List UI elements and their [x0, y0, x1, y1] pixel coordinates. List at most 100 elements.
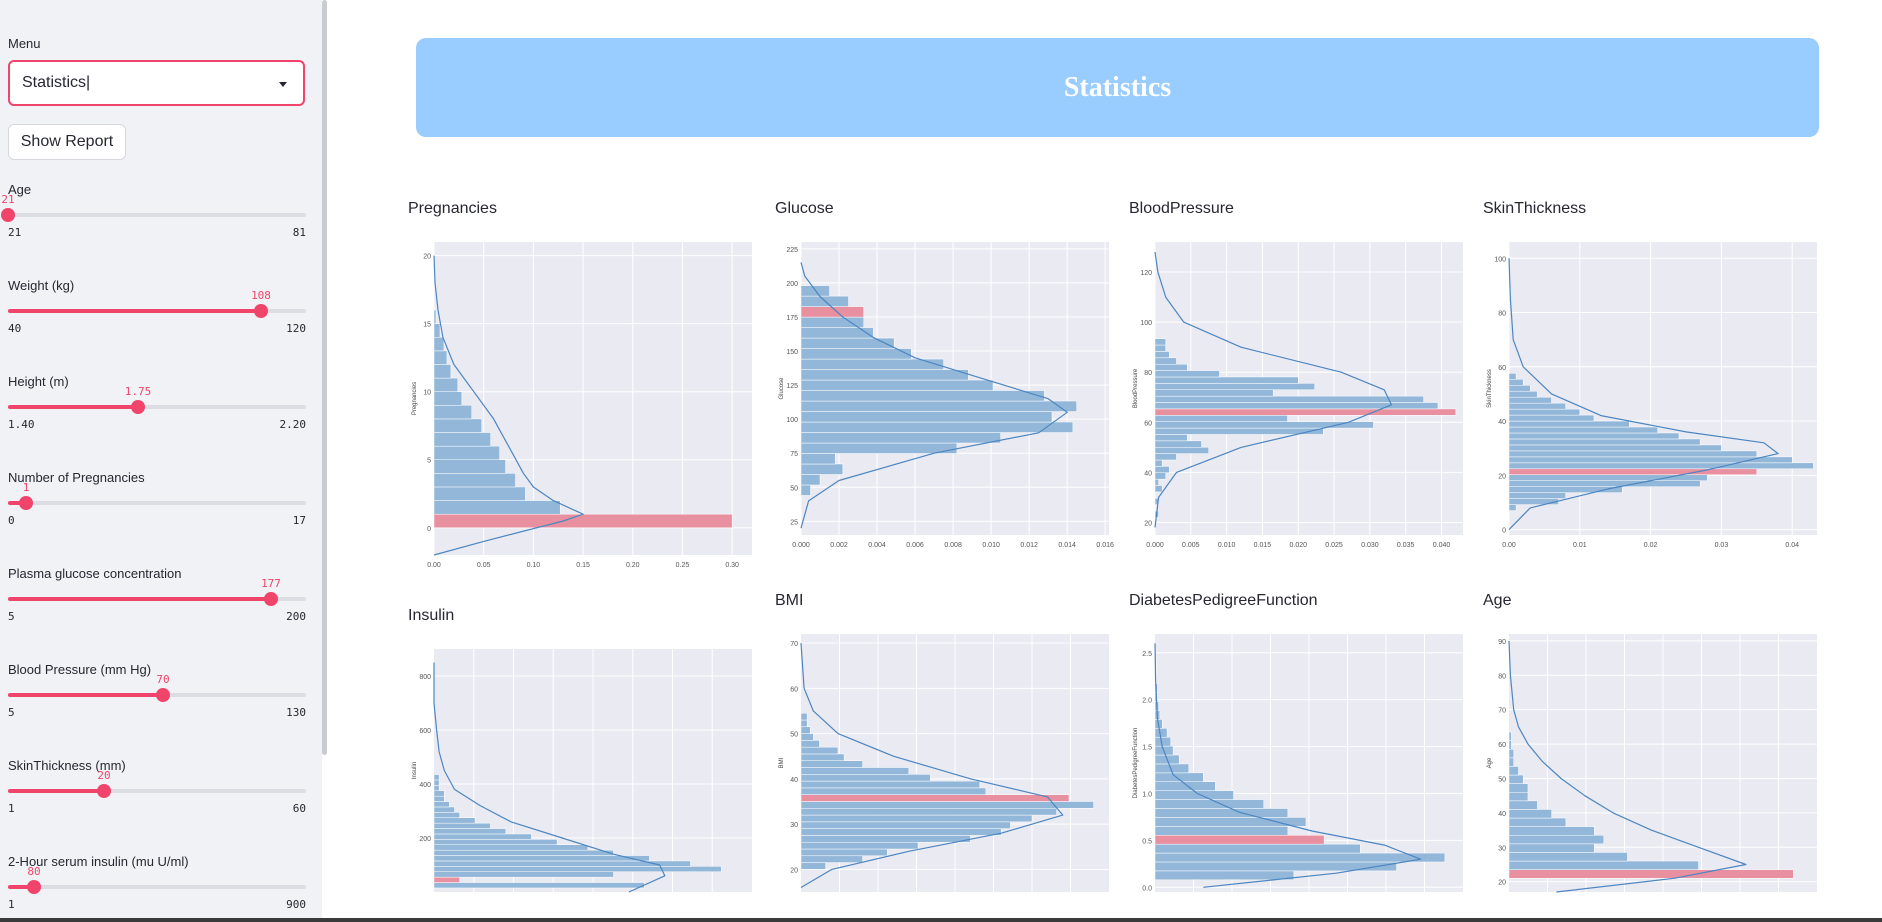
- slider-track[interactable]: 1: [8, 481, 306, 510]
- slider-thumb[interactable]: [131, 400, 145, 414]
- slider-track[interactable]: 21: [1, 193, 306, 222]
- histogram-bar: [433, 871, 614, 878]
- histogram-bar: [433, 790, 445, 797]
- slider-4: Plasma glucose concentration 177 5 200: [8, 566, 306, 636]
- histogram-bar: [1508, 504, 1517, 511]
- histogram-bar: [1508, 783, 1529, 793]
- chart-svg: 20 40 60 80 100 120 0.000 0.005 0.010 0.015 0.020 0…: [1133, 242, 1463, 549]
- sidebar: Menu Statistics| Show Report Age 21 21 81 We…: [0, 0, 322, 922]
- chart-svg: 20 30 40 50 60 70 80 90 Age: [1487, 634, 1817, 893]
- menu-select[interactable]: Statistics|: [8, 60, 305, 106]
- slider-fill: [8, 693, 163, 697]
- y-tick-label: 0: [1502, 528, 1506, 535]
- histogram-bar: [800, 348, 912, 360]
- histogram-bar: [800, 463, 844, 475]
- histogram-bar: [1508, 390, 1538, 398]
- slider-fill: [8, 885, 34, 889]
- menu-label: Menu: [8, 36, 41, 51]
- slider-thumb[interactable]: [254, 304, 268, 318]
- histogram-bar: [1154, 826, 1289, 836]
- slider-max: 2.20: [279, 418, 307, 431]
- histogram-bar: [800, 841, 919, 850]
- slider-track[interactable]: 1.75: [8, 385, 306, 414]
- x-tick-label: 0.20: [626, 562, 640, 569]
- histogram-bar: [1154, 395, 1424, 403]
- sidebar-scrollbar[interactable]: [322, 0, 327, 755]
- histogram-bar: [1154, 453, 1177, 461]
- chart-Insulin: 200 400 600 800 Insulin: [408, 647, 758, 922]
- slider-value: 70: [156, 673, 170, 686]
- slider-value: 1.75: [124, 385, 152, 398]
- histogram-bar: [433, 812, 460, 819]
- slider-label: Age: [8, 182, 32, 197]
- menu-select-value: Statistics|: [22, 74, 91, 91]
- histogram-bar: [433, 785, 440, 792]
- slider-label: 2-Hour serum insulin (mu U/ml): [8, 854, 189, 869]
- y-tick-label: 40: [1498, 811, 1506, 818]
- slider-thumb[interactable]: [264, 592, 278, 606]
- y-tick-label: 225: [786, 247, 798, 254]
- y-tick-label: 200: [419, 836, 431, 843]
- y-tick-label: 20: [790, 867, 798, 874]
- chevron-down-icon[interactable]: [279, 82, 287, 87]
- y-tick-label: 70: [790, 641, 798, 648]
- slider-track[interactable]: 177: [8, 577, 306, 606]
- y-tick-label: 40: [790, 777, 798, 784]
- slider-thumb[interactable]: [97, 784, 111, 798]
- slider-thumb[interactable]: [156, 688, 170, 702]
- y-tick-label: 50: [790, 485, 798, 492]
- histogram-bar: [1154, 772, 1204, 783]
- show-report-button[interactable]: Show Report: [8, 124, 126, 160]
- highlight-bar: [433, 513, 733, 529]
- histogram-bar: [800, 442, 958, 454]
- y-tick-label: 1.5: [1142, 745, 1152, 752]
- slider-thumb[interactable]: [19, 496, 33, 510]
- chart-DiabetesPedigreeFunction: 0.0 0.5 1.0 1.5 2.0 2.5 DiabetesPedigreeFuncti…: [1129, 632, 1469, 922]
- slider-2: Height (m) 1.75 1.40 2.20: [8, 374, 306, 444]
- slider-track[interactable]: 20: [8, 769, 306, 798]
- histogram-bar: [1508, 462, 1814, 470]
- histogram-bar: [800, 712, 808, 721]
- histogram-bar: [1508, 384, 1531, 392]
- slider-track[interactable]: 70: [8, 673, 306, 702]
- slider-max: 17: [292, 514, 306, 527]
- histogram-bar: [433, 350, 448, 365]
- y-tick-label: 20: [1498, 473, 1506, 480]
- slider-thumb[interactable]: [1, 208, 15, 222]
- histogram-bar: [1154, 870, 1295, 881]
- slider-min: 5: [8, 610, 15, 623]
- histogram-bar: [1154, 434, 1188, 442]
- slider-fill: [8, 309, 261, 313]
- slider-label: Blood Pressure (mm Hg): [8, 662, 152, 677]
- histogram-bar: [433, 323, 441, 338]
- kde-curve: [433, 662, 666, 893]
- slider-max: 81: [292, 226, 306, 239]
- histogram-bar: [433, 882, 645, 889]
- histogram-bar: [1154, 440, 1202, 448]
- y-tick-label: 70: [1498, 708, 1506, 715]
- highlight-bar: [1154, 408, 1457, 416]
- slider-track[interactable]: 80: [8, 865, 306, 894]
- slider-label: Plasma glucose concentration: [8, 566, 182, 581]
- histogram-bar: [800, 337, 895, 349]
- histogram-bar: [1154, 781, 1216, 791]
- y-tick-label: 20: [1498, 880, 1506, 887]
- x-tick-label: 0.004: [868, 542, 886, 549]
- page-title: Statistics: [1063, 72, 1172, 103]
- histogram-bar: [433, 855, 650, 862]
- histogram-bar: [800, 421, 1074, 433]
- histogram-bar: [1154, 376, 1299, 384]
- slider-thumb[interactable]: [27, 880, 41, 894]
- kde-curve: [433, 255, 584, 556]
- slider-value: 1: [22, 481, 30, 494]
- histogram-bar: [1508, 826, 1595, 836]
- slider-value: 80: [27, 865, 41, 878]
- slider-label: Height (m): [8, 374, 69, 389]
- chart-title: Age: [1483, 592, 1512, 609]
- histogram-bar: [1508, 843, 1595, 853]
- histogram-bar: [1508, 408, 1581, 416]
- histogram-bar: [433, 473, 516, 488]
- slider-track[interactable]: 108: [8, 289, 306, 318]
- histogram-bar: [800, 369, 969, 381]
- histogram-bar: [433, 828, 507, 835]
